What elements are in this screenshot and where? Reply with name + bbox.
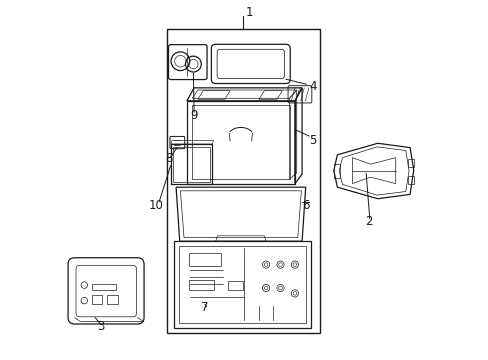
- Bar: [188, 253, 221, 266]
- Bar: [91, 284, 116, 290]
- Text: 1: 1: [245, 6, 253, 19]
- FancyBboxPatch shape: [170, 136, 184, 149]
- Bar: [188, 280, 213, 290]
- Bar: [407, 176, 413, 184]
- Text: 9: 9: [190, 109, 198, 122]
- FancyBboxPatch shape: [287, 86, 311, 103]
- FancyBboxPatch shape: [211, 44, 289, 84]
- Bar: [107, 295, 118, 304]
- FancyBboxPatch shape: [168, 45, 206, 80]
- Bar: [407, 159, 413, 167]
- Bar: [91, 295, 102, 304]
- FancyBboxPatch shape: [217, 49, 284, 78]
- Bar: [333, 164, 340, 178]
- Text: 10: 10: [148, 199, 163, 212]
- Text: 8: 8: [165, 152, 172, 165]
- FancyBboxPatch shape: [68, 258, 144, 324]
- Text: 3: 3: [97, 320, 104, 333]
- Text: 2: 2: [364, 215, 372, 228]
- Bar: [228, 281, 242, 290]
- Text: 7: 7: [201, 301, 208, 314]
- Text: 4: 4: [308, 80, 316, 93]
- Text: 6: 6: [301, 199, 309, 212]
- Text: 5: 5: [308, 134, 316, 147]
